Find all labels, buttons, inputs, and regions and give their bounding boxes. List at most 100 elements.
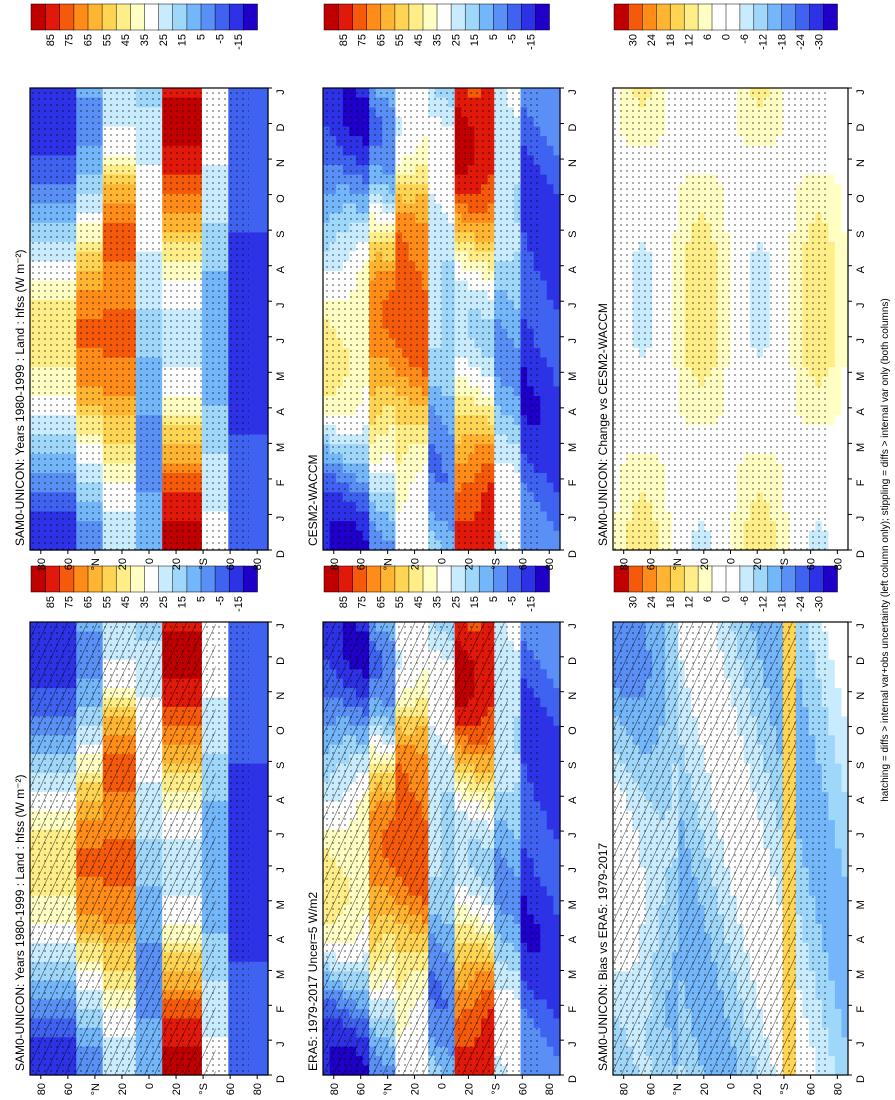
- heatmap-cell: [546, 706, 554, 717]
- heatmap-cell: [248, 905, 256, 916]
- heatmap-cell: [261, 999, 269, 1010]
- heatmap-cell: [261, 1065, 269, 1076]
- lat-tick-label: °N: [90, 1083, 102, 1095]
- lat-tick-label: 80: [329, 1083, 341, 1095]
- heatmap-cell: [254, 669, 262, 680]
- heatmap-cell: [540, 791, 548, 802]
- panel-title: ERA5: 1979-2017 Uncer=5 W/m2: [306, 892, 320, 1071]
- heatmap-cell: [553, 622, 561, 632]
- colorbar-tick-label: 75: [357, 596, 369, 608]
- heatmap-cell: [546, 971, 554, 982]
- heatmap-cell: [540, 631, 548, 642]
- heatmap-cell: [546, 678, 554, 689]
- heatmap-cell: [248, 706, 256, 717]
- heatmap-cell: [254, 1056, 262, 1067]
- heatmap-cell: [553, 782, 561, 793]
- month-tick-label: A: [275, 935, 287, 943]
- heatmap-cell: [546, 744, 554, 755]
- heatmap-cell: [546, 820, 554, 831]
- heatmap-cell: [553, 688, 561, 699]
- colorbar-segment: [73, 565, 89, 593]
- heatmap-cell: [553, 857, 561, 868]
- heatmap-cell: [248, 857, 256, 868]
- heatmap-cell: [546, 914, 554, 925]
- heatmap-cell: [248, 669, 256, 680]
- heatmap-cell: [261, 886, 269, 897]
- heatmap-cell: [540, 650, 548, 661]
- heatmap-cell: [261, 905, 269, 916]
- heatmap-cell: [540, 876, 548, 887]
- panel-1: 80 60 °N 20 0 20 °S 60 80DJFMAMJJASONDJSAM0-UNIC…: [13, 565, 287, 1095]
- month-tick-label: A: [567, 935, 579, 943]
- heatmap-cell: [261, 754, 269, 765]
- heatmap-cell: [553, 640, 561, 651]
- heatmap-cell: [540, 744, 548, 755]
- heatmap-cell: [248, 1008, 256, 1019]
- panel-grid: 80 60 °N 20 0 20 °S 60 80DJFMAMJJASONDJSAM0-UNIC…: [13, 3, 867, 1095]
- heatmap-cell: [540, 735, 548, 746]
- heatmap-cell: [248, 1037, 256, 1048]
- heatmap-cell: [553, 820, 561, 831]
- heatmap-cell: [553, 1065, 561, 1076]
- heatmap-cell: [540, 1056, 548, 1067]
- heatmap-cell: [261, 716, 269, 727]
- colorbar-segment: [365, 565, 382, 593]
- heatmap-cell: [261, 867, 269, 878]
- heatmap-cell: [553, 791, 561, 802]
- heatmap-cell: [248, 1065, 256, 1076]
- heatmap-cell: [546, 782, 554, 793]
- heatmap-cell: [248, 933, 256, 944]
- heatmap-cell: [540, 933, 548, 944]
- colorbar-tick-label: 35: [139, 596, 151, 608]
- heatmap-cell: [248, 659, 256, 670]
- heatmap-cell: [254, 839, 262, 850]
- heatmap-cell: [553, 763, 561, 774]
- heatmap-cell: [546, 895, 554, 906]
- heatmap-cell: [546, 1037, 554, 1048]
- heatmap-cell: [540, 697, 548, 708]
- heatmap-cell: [248, 640, 256, 651]
- heatmap-cell: [553, 848, 561, 859]
- heatmap-cell: [261, 876, 269, 887]
- heatmap-cell: [248, 829, 256, 840]
- colorbar-tick-label: 55: [101, 596, 113, 608]
- month-tick-label: O: [275, 726, 287, 735]
- heatmap-cell: [540, 886, 548, 897]
- heatmap-cell: [553, 631, 561, 642]
- heatmap-cell: [261, 952, 269, 963]
- heatmap-cell: [540, 782, 548, 793]
- heatmap-cell: [553, 990, 561, 1001]
- heatmap-cell: [248, 763, 256, 774]
- heatmap-cell: [248, 1018, 256, 1029]
- lat-tick-label: 20: [171, 1083, 183, 1095]
- heatmap-cell: [248, 876, 256, 887]
- heatmap-cell: [261, 801, 269, 812]
- heatmap-cell: [248, 678, 256, 689]
- heatmap-cell: [261, 857, 269, 868]
- heatmap-cell: [248, 848, 256, 859]
- lat-tick-label: 20: [463, 1083, 475, 1095]
- heatmap-cell: [261, 829, 269, 840]
- heatmap-cell: [546, 791, 554, 802]
- heatmap-cell: [254, 1008, 262, 1019]
- heatmap-cell: [254, 706, 262, 717]
- colorbar-tick-label: -15: [525, 596, 537, 612]
- heatmap-cell: [553, 924, 561, 934]
- heatmap-cell: [248, 1056, 256, 1067]
- month-tick-label: J: [567, 1041, 579, 1047]
- month-tick-label: M: [567, 900, 579, 909]
- heatmap-cell: [261, 650, 269, 661]
- colorbar-segment: [30, 565, 46, 593]
- heatmap-cell: [546, 659, 554, 670]
- heatmap-cell: [546, 867, 554, 878]
- month-tick-label: J: [275, 1041, 287, 1047]
- heatmap-cell: [261, 924, 269, 934]
- heatmap-cell: [254, 895, 262, 906]
- heatmap-cell: [540, 1037, 548, 1048]
- month-tick-label: M: [567, 970, 579, 979]
- heatmap-cell: [248, 924, 256, 934]
- heatmap-cell: [553, 650, 561, 661]
- month-tick-label: J: [275, 867, 287, 873]
